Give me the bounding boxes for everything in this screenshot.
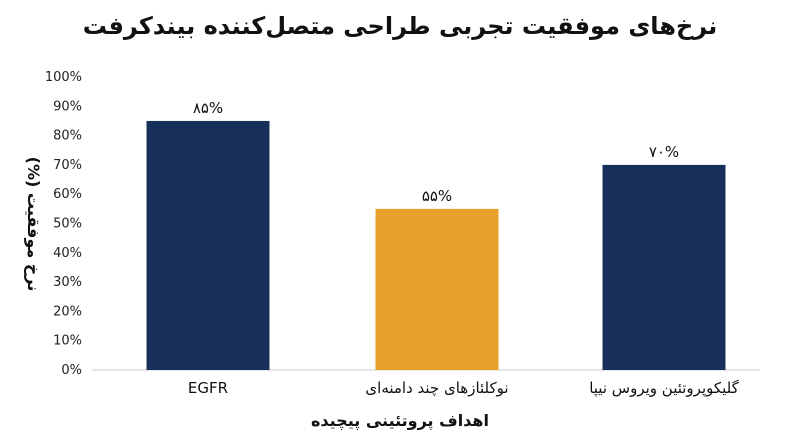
bar-value-label: ۵۵% — [422, 187, 452, 205]
y-tick-label: 20% — [53, 304, 82, 319]
y-tick-label: 30% — [53, 275, 82, 290]
y-tick-label: 10% — [53, 334, 82, 349]
bar-value-label: ۸۵% — [193, 99, 223, 117]
y-axis-title: نرخ موفقیت (%) — [24, 157, 43, 292]
chart-title: نرخ‌های موفقیت تجربی طراحی متصل‌کننده بی… — [82, 12, 718, 40]
y-axis-ticks: 0% 10% 20% 30% 40% 50% 60% 70% 80% 90% 100% — [45, 70, 82, 378]
bar — [375, 208, 499, 370]
category-label: گلیکوپروتئین ویروس نیپا — [589, 379, 739, 398]
category-label: نوکلئازهای چند دامنه‌ای — [365, 379, 508, 397]
bar-value-label: ۷۰% — [649, 143, 679, 161]
y-tick-label: 70% — [53, 158, 82, 173]
x-axis-tick-labels: EGFR نوکلئازهای چند دامنه‌ای گلیکوپروتئین … — [188, 379, 740, 398]
y-tick-label: 0% — [61, 363, 82, 378]
y-tick-label: 40% — [53, 246, 82, 261]
data-labels: ۸۵% ۵۵% ۷۰% — [193, 99, 679, 205]
category-label: EGFR — [188, 379, 228, 397]
bar — [146, 120, 270, 370]
y-tick-label: 90% — [53, 99, 82, 114]
y-tick-label: 80% — [53, 129, 82, 144]
y-tick-label: 50% — [53, 217, 82, 232]
x-axis-title: اهداف پروتئینی پیچیده — [311, 411, 489, 431]
y-tick-label: 100% — [45, 70, 82, 85]
bar — [602, 164, 726, 370]
bars — [146, 120, 726, 370]
y-tick-label: 60% — [53, 187, 82, 202]
